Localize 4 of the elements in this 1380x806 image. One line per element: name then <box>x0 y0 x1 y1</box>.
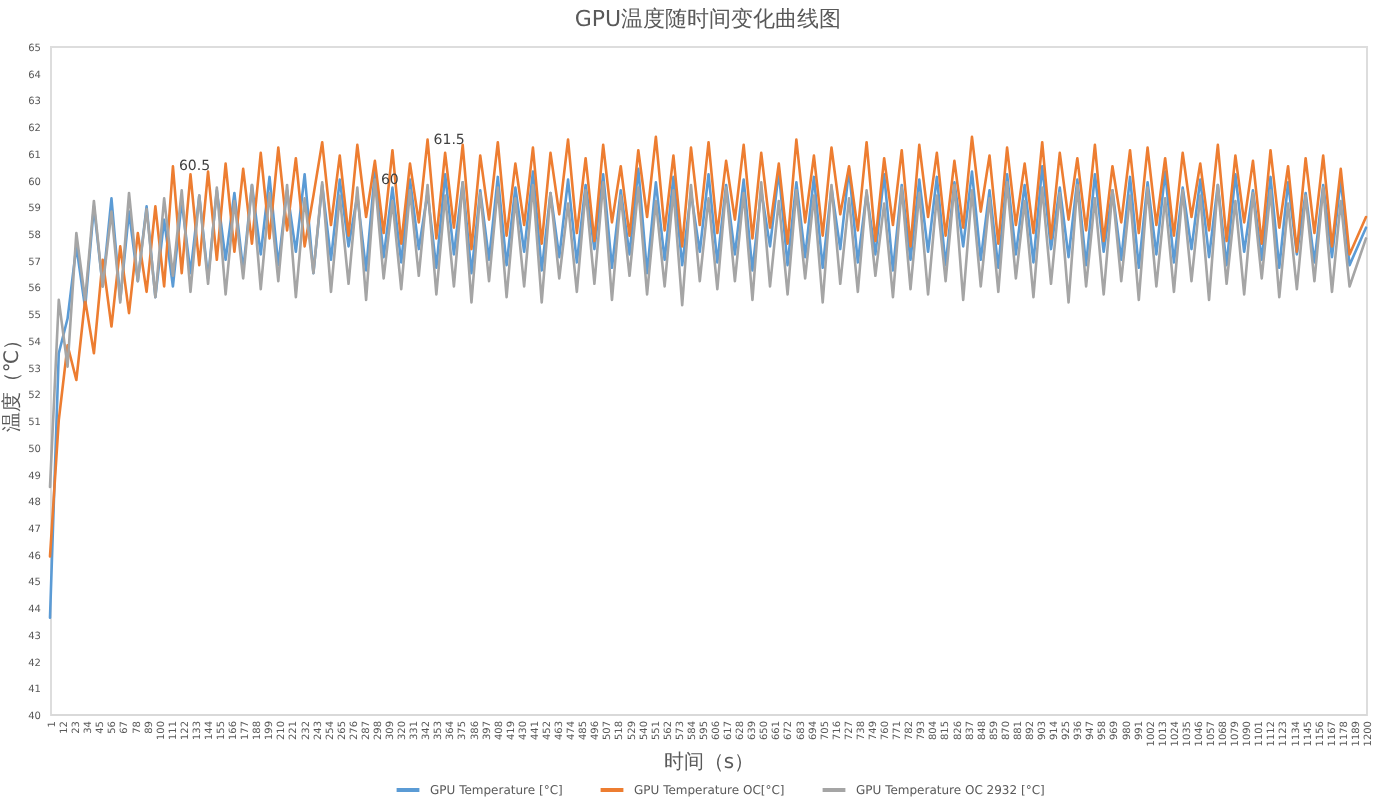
x-axis-title: 时间（s） <box>663 750 755 775</box>
line-series <box>48 135 1368 558</box>
y-axis-title: 温度（℃） <box>0 329 25 433</box>
chart-title: GPU温度随时间变化曲线图 <box>574 6 842 32</box>
